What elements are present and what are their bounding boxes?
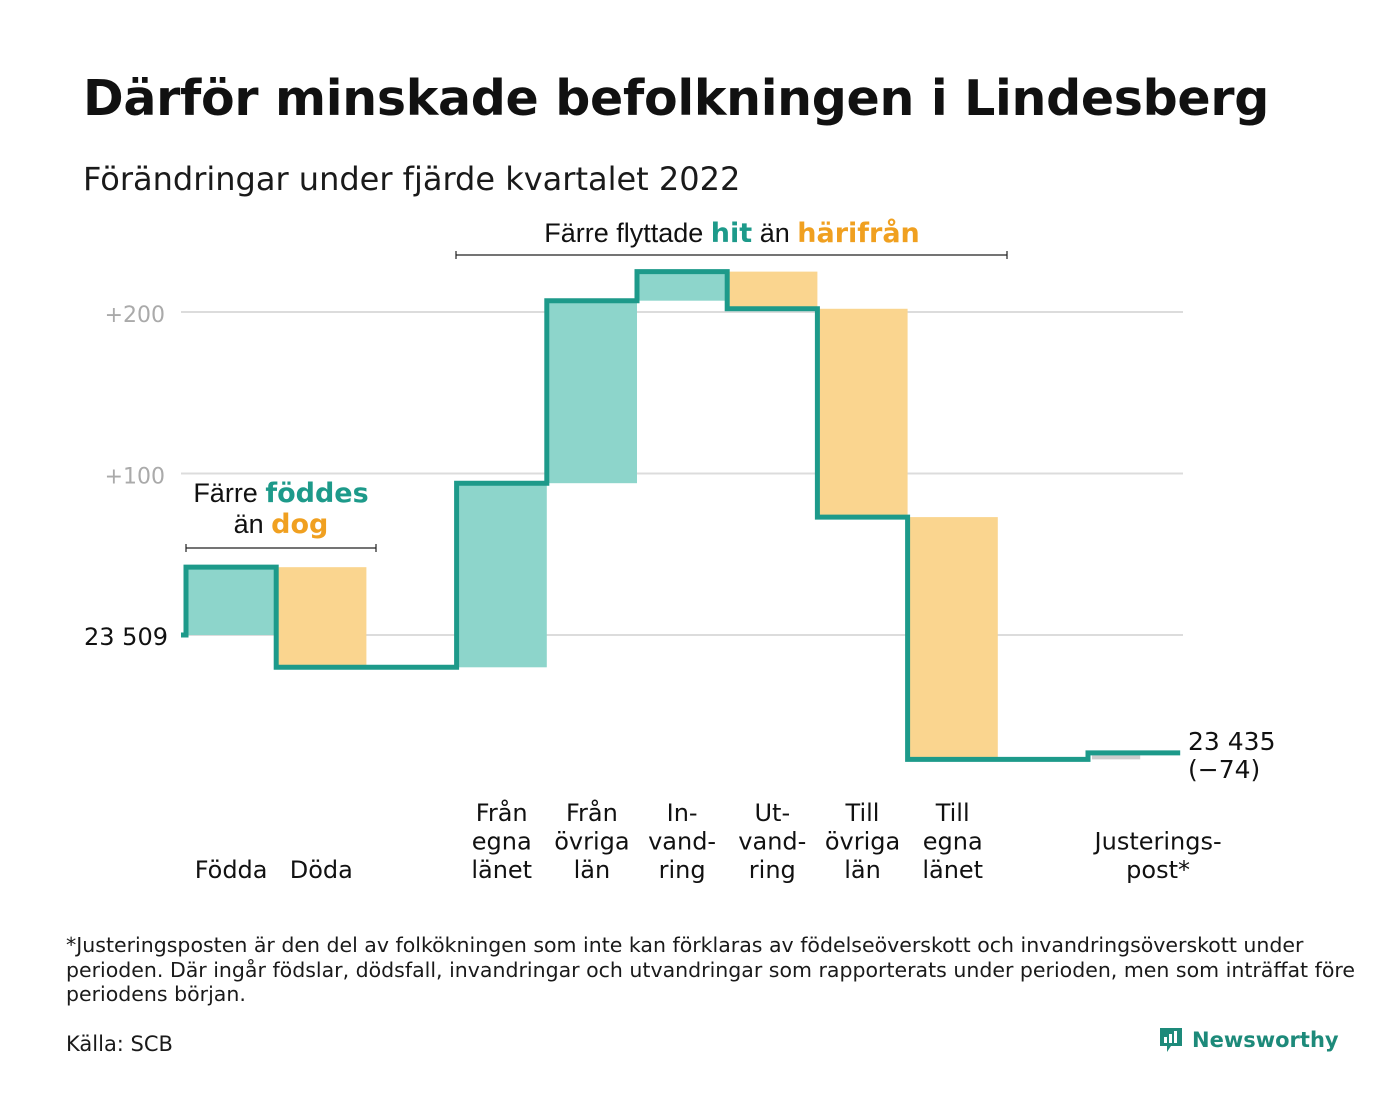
start-value-label: 23 509 xyxy=(84,623,168,651)
births-annotation-prefix: Färre xyxy=(193,478,258,508)
category-label: In- xyxy=(667,799,698,827)
births-annotation-mid: än xyxy=(233,509,264,539)
category-label: Födda xyxy=(195,856,268,884)
brand-logo: Newsworthy xyxy=(1158,1026,1339,1054)
births-annotation-foddes: föddes xyxy=(265,478,369,509)
end-value-label: 23 435 xyxy=(1188,727,1275,756)
end-change-label: (−74) xyxy=(1188,755,1260,784)
migration-annotation-harifran: härifrån xyxy=(797,218,920,249)
y-tick-label-100: +100 xyxy=(105,465,165,490)
category-label: övriga xyxy=(825,828,900,856)
category-label: övriga xyxy=(554,828,629,856)
category-label: Från xyxy=(566,798,618,827)
category-label: länet xyxy=(922,856,983,884)
migration-annotation-hit: hit xyxy=(710,218,753,249)
category-label: län xyxy=(844,856,881,884)
chart-title: Därför minskade befolkningen i Lindesber… xyxy=(83,70,1269,127)
category-label: post* xyxy=(1126,856,1190,884)
bar-utvandring xyxy=(727,271,818,309)
category-label: Till xyxy=(845,799,880,827)
category-label: Justerings- xyxy=(1093,828,1222,856)
bar-till-egna-länet xyxy=(907,517,998,760)
category-label: Från xyxy=(476,798,528,827)
births-bracket xyxy=(185,544,377,552)
bar-invandring xyxy=(637,271,728,301)
chart-subtitle: Förändringar under fjärde kvartalet 2022 xyxy=(83,160,741,198)
births-annotation-dog: dog xyxy=(271,509,329,540)
bar-från-egna-länet xyxy=(456,483,547,668)
category-label: län xyxy=(574,856,611,884)
migration-bracket xyxy=(455,251,1008,259)
bar-döda xyxy=(276,567,367,668)
category-label: Till xyxy=(935,799,970,827)
category-label: ring xyxy=(659,856,706,884)
brand-name: Newsworthy xyxy=(1192,1028,1339,1052)
cumulative-line xyxy=(181,269,1181,762)
category-label: Ut- xyxy=(754,799,790,827)
bar-justeringspost- xyxy=(1092,752,1141,760)
migration-annotation: Färre flyttade hit än härifrån xyxy=(456,218,1008,249)
bar-födda xyxy=(186,567,277,635)
births-annotation: Färre föddes än dog xyxy=(186,478,376,540)
newsworthy-logo-icon xyxy=(1160,1028,1182,1052)
bar-från-övriga-län xyxy=(546,300,637,484)
footnote: *Justeringsposten är den del av folkökni… xyxy=(66,933,1355,1006)
bar-till-övriga-län xyxy=(817,308,908,518)
category-label: vand- xyxy=(648,828,716,856)
migration-annotation-mid: än xyxy=(759,218,790,248)
y-tick-label-200: +200 xyxy=(105,303,165,328)
category-label: egna xyxy=(923,828,983,856)
source-label: Källa: SCB xyxy=(66,1032,173,1056)
category-label: länet xyxy=(471,856,532,884)
category-label: vand- xyxy=(738,828,806,856)
migration-annotation-prefix: Färre flyttade xyxy=(544,218,704,248)
category-label: Döda xyxy=(290,856,353,884)
category-label: ring xyxy=(749,856,796,884)
category-label: egna xyxy=(472,828,532,856)
